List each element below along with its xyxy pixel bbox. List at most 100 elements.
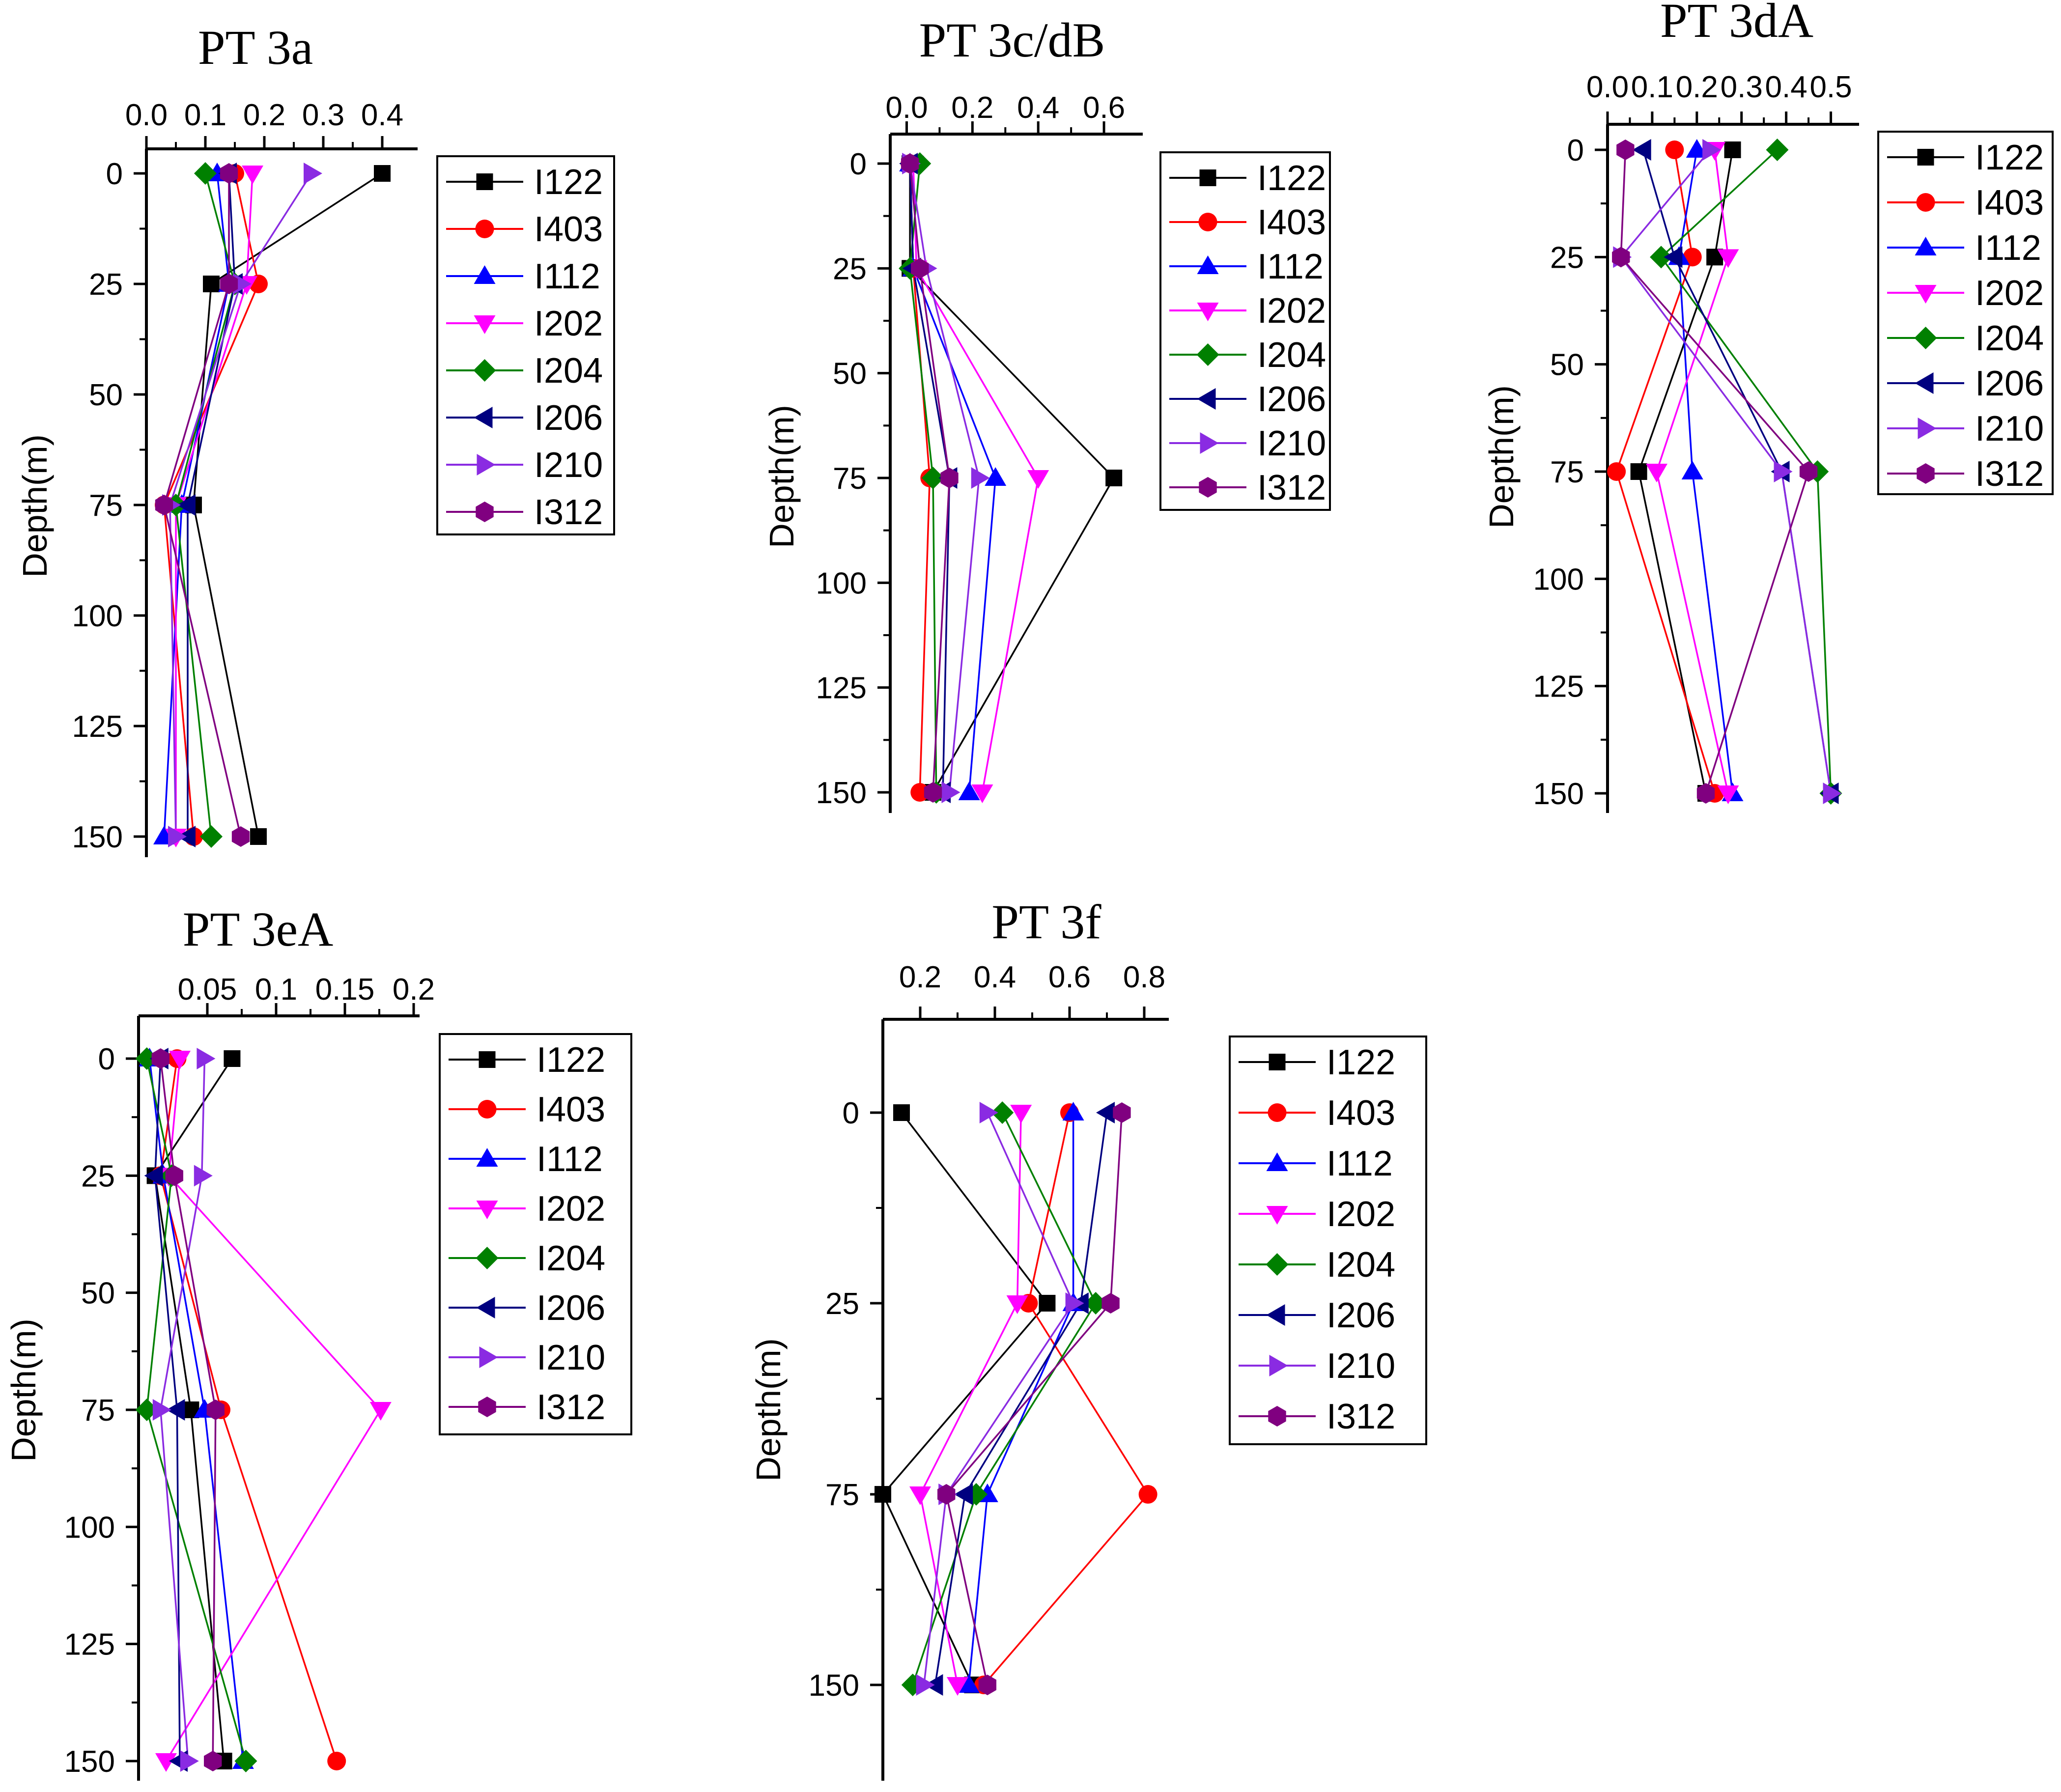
legend-label: I206 (1257, 380, 1326, 419)
legend-label: I204 (1327, 1245, 1395, 1285)
legend-marker-i202 (1197, 303, 1219, 321)
data-point-i202 (1027, 470, 1049, 489)
data-point-i202 (169, 1051, 191, 1069)
legend-box (1877, 131, 2054, 495)
series-line-i202 (919, 1112, 1022, 1685)
y-axis-label: Depth(m) (1482, 385, 1521, 529)
series-line-i312 (160, 1058, 217, 1762)
series-line-i312 (909, 163, 951, 793)
legend-label: I210 (1327, 1346, 1395, 1386)
data-point-i122 (875, 1486, 891, 1503)
x-tick-label: 0.2 (899, 960, 941, 994)
legend: I122 I403 I112 I202 I204 I206 I210 I312 (439, 1033, 632, 1435)
y-tick-label: 150 (72, 820, 123, 854)
x-tick-label: 0.15 (315, 973, 375, 1007)
series-line-i312 (945, 1112, 1123, 1685)
x-tick-label: 0.6 (1048, 960, 1091, 994)
data-point-i204 (135, 1047, 158, 1070)
y-tick-label: 100 (64, 1511, 115, 1544)
chart-title: PT 3c/dB (919, 13, 1105, 67)
data-point-i204 (194, 162, 217, 185)
data-point-i122 (1105, 470, 1123, 486)
series-line-i312 (163, 173, 242, 837)
data-point-i403 (1665, 140, 1684, 159)
y-tick-label: 125 (72, 710, 123, 744)
data-point-i112 (985, 467, 1007, 486)
chart-panel: PT 3eA 0.05 0.1 0.15 0.2 0 25 50 75 100 125 150 Dept… (4, 902, 632, 1781)
data-point-i403 (1607, 462, 1626, 481)
series-line-i206 (154, 1058, 181, 1762)
data-point-i112 (958, 1674, 980, 1693)
data-point-i210 (916, 1674, 935, 1696)
series-line-i206 (909, 163, 951, 793)
legend-label: I112 (1257, 247, 1324, 286)
x-tick-label: 0.8 (1123, 960, 1165, 994)
data-point-i210 (180, 1750, 199, 1772)
data-point-i202 (369, 1402, 392, 1421)
y-tick-label: 50 (81, 1277, 115, 1311)
data-point-i210 (971, 467, 990, 489)
data-point-i210 (979, 1102, 998, 1123)
legend-label: I210 (1975, 409, 2044, 448)
data-point-i206 (166, 1399, 185, 1421)
legend-marker-i202 (1915, 285, 1937, 304)
x-tick-label: 0.1 (1631, 70, 1673, 104)
legend-box (439, 1033, 632, 1435)
legend-box (1159, 151, 1331, 511)
legend-marker-i204 (1914, 327, 1937, 349)
data-point-i204 (200, 825, 223, 848)
series-line-i206 (187, 173, 236, 837)
y-tick-label: 75 (1550, 455, 1584, 489)
legend-marker-i210 (1200, 432, 1219, 454)
data-point-i122 (203, 276, 220, 292)
y-tick-label: 50 (1550, 348, 1584, 382)
data-point-i210 (304, 163, 322, 184)
x-tick-label: 0.0 (125, 98, 168, 132)
legend-marker-i112 (474, 265, 496, 284)
legend: I122 I403 I112 I202 I204 I206 I210 I312 (436, 155, 615, 535)
legend-label: I312 (1327, 1397, 1395, 1436)
chart-panel: PT 3c/dB 0.0 0.2 0.4 0.6 0 25 50 75 100 125 150 Dept… (762, 13, 1331, 813)
legend-label: I210 (536, 1338, 605, 1377)
y-tick-label: 100 (72, 599, 123, 633)
legend: I122 I403 I112 I202 I204 I206 I210 I312 (1229, 1036, 1427, 1445)
data-point-i210 (197, 1048, 216, 1069)
y-tick-label: 0 (850, 147, 867, 181)
data-point-i204 (1084, 1291, 1107, 1315)
data-point-i122 (1039, 1294, 1056, 1312)
x-tick-label: 0.4 (1765, 70, 1807, 104)
series-line-i312 (1620, 149, 1810, 794)
legend-marker-i122 (479, 1051, 496, 1068)
legend-label: I403 (1257, 203, 1326, 242)
y-tick-label: 0 (98, 1042, 115, 1076)
series-line-i204 (1660, 149, 1832, 794)
chart-panel: PT 3dA 0.0 0.1 0.2 0.3 0.4 0.5 0 25 50 75 100 125 150… (1482, 0, 2054, 813)
x-tick-label: 0.2 (951, 91, 993, 125)
y-tick-label: 125 (816, 672, 867, 705)
data-point-i403 (327, 1752, 346, 1770)
series-line-i403 (1615, 149, 1716, 794)
legend-marker-i206 (1266, 1304, 1285, 1326)
y-tick-label: 25 (1550, 241, 1584, 275)
legend-marker-i312 (476, 502, 494, 522)
chart-title: PT 3dA (1660, 0, 1813, 48)
data-point-i312 (155, 495, 173, 515)
series-line-i210 (160, 1058, 206, 1762)
legend-label: I202 (1327, 1195, 1395, 1234)
y-tick-label: 75 (89, 489, 123, 523)
data-point-i210 (1065, 1292, 1084, 1314)
legend-label: I122 (536, 1040, 605, 1080)
legend-marker-i312 (1268, 1406, 1286, 1427)
data-point-i202 (1646, 464, 1667, 482)
data-point-i312 (204, 1751, 222, 1771)
legend-label: I210 (534, 446, 603, 485)
data-point-i210 (1774, 461, 1793, 482)
data-point-i210 (168, 826, 187, 847)
data-point-i312 (1612, 247, 1630, 268)
legend-box (436, 155, 615, 535)
y-tick-label: 75 (825, 1478, 859, 1512)
series-line-i202 (1656, 149, 1729, 794)
legend-marker-i210 (479, 1346, 498, 1368)
data-point-i312 (1101, 1292, 1120, 1314)
x-tick-label: 0.4 (974, 960, 1016, 994)
